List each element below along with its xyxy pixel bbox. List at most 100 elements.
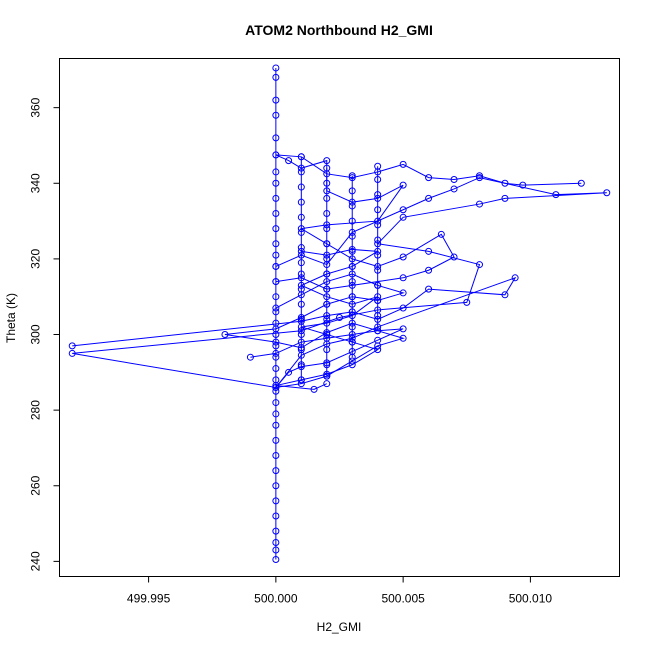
data-point: [297, 244, 305, 252]
data-point: [374, 162, 382, 170]
data-point: [297, 331, 305, 339]
data-point: [519, 181, 527, 189]
data-point: [374, 206, 382, 214]
data-point: [425, 285, 433, 293]
data-point: [323, 255, 331, 263]
data-point: [297, 168, 305, 176]
data-point: [297, 315, 305, 323]
y-tick-label: 280: [29, 400, 43, 420]
data-point: [463, 298, 471, 306]
data-point: [348, 202, 356, 210]
data-point: [552, 191, 560, 199]
y-tick-label: 320: [29, 249, 43, 269]
data-point: [323, 300, 331, 308]
x-tick-label: 500.005: [381, 592, 425, 606]
data-point: [272, 452, 280, 460]
data-point: [323, 179, 331, 187]
data-point: [272, 210, 280, 218]
data-point: [348, 262, 356, 270]
data-point: [348, 361, 356, 369]
data-point: [399, 334, 407, 342]
data-point: [272, 546, 280, 554]
data-point: [323, 346, 331, 354]
data-point: [399, 206, 407, 214]
data-point: [272, 482, 280, 490]
data-point: [374, 327, 382, 335]
data-point: [323, 240, 331, 248]
data-point: [272, 325, 280, 333]
data-point: [450, 175, 458, 183]
data-point: [323, 164, 331, 172]
data-point: [272, 134, 280, 142]
data-point: [425, 194, 433, 202]
y-axis: 240 260 280 300 320 340 360: [29, 97, 60, 571]
data-point: [374, 251, 382, 259]
data-point: [374, 191, 382, 199]
data-point: [348, 172, 356, 180]
data-point: [323, 380, 331, 388]
data-point: [272, 293, 280, 301]
data-point: [272, 555, 280, 563]
data-point: [323, 225, 331, 233]
data-point: [272, 151, 280, 159]
data-point: [450, 253, 458, 261]
data-point: [425, 266, 433, 274]
data-point: [323, 210, 331, 218]
data-point: [425, 247, 433, 255]
data-point: [399, 253, 407, 261]
y-tick-label: 300: [29, 324, 43, 344]
data-point: [374, 281, 382, 289]
data-point: [272, 497, 280, 505]
data-point: [297, 259, 305, 267]
series-line-4: [224, 273, 405, 389]
data-point: [399, 181, 407, 189]
series-line-5: [275, 248, 380, 390]
data-point: [68, 342, 76, 350]
data-point: [272, 382, 280, 390]
data-point: [272, 111, 280, 119]
data-point: [272, 383, 280, 391]
data-point: [501, 194, 509, 202]
data-point: [272, 399, 280, 407]
data-point: [272, 538, 280, 546]
data-point: [348, 357, 356, 365]
data-point: [511, 274, 519, 282]
data-point: [272, 410, 280, 418]
data-point: [297, 300, 305, 308]
data-point: [310, 385, 318, 393]
data-point: [374, 342, 382, 350]
data-point: [272, 262, 280, 270]
data-point: [374, 221, 382, 229]
data-point: [374, 236, 382, 244]
chart-title: ATOM2 Northbound H2_GMI: [245, 22, 433, 38]
data-point: [348, 247, 356, 255]
data-point: [399, 325, 407, 333]
data-point: [425, 174, 433, 182]
data-point: [297, 346, 305, 354]
data-point: [323, 331, 331, 339]
data-point: [348, 293, 356, 301]
data-point: [399, 160, 407, 168]
data-point: [272, 527, 280, 535]
data-point: [476, 200, 483, 208]
data-point: [374, 266, 382, 274]
data-point: [323, 361, 331, 369]
data-point: [450, 185, 458, 193]
data-point: [399, 289, 407, 297]
data-point: [272, 467, 280, 475]
data-point: [348, 232, 356, 240]
data-point: [297, 376, 305, 384]
data-point: [272, 342, 280, 350]
y-tick-label: 340: [29, 173, 43, 193]
data-point: [476, 174, 483, 182]
data-point: [323, 270, 331, 278]
y-tick-label: 260: [29, 475, 43, 495]
data-point: [297, 198, 305, 206]
data-point: [374, 312, 382, 320]
y-tick-label: 240: [29, 551, 43, 571]
data-point: [272, 365, 280, 373]
y-axis-label: Theta (K): [4, 293, 18, 343]
data-point: [272, 194, 280, 202]
